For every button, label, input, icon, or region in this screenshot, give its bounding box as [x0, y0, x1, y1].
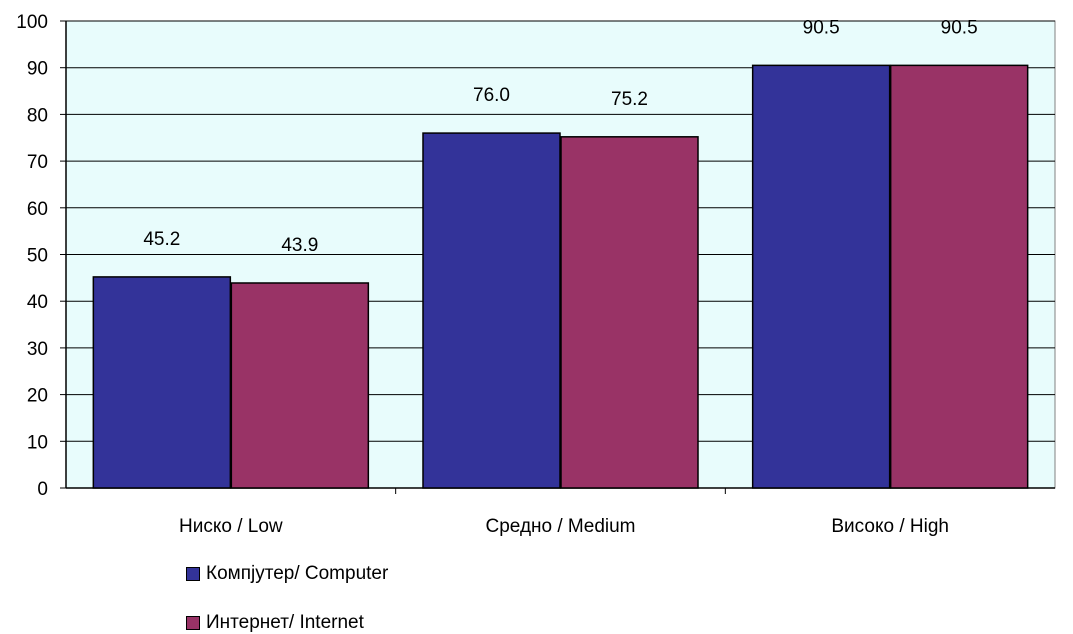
bar [751, 64, 891, 489]
data-label: 90.5 [941, 17, 978, 38]
legend-label-internet: Интернет/ Internet [206, 612, 364, 633]
y-tick-label: 70 [27, 152, 48, 173]
y-tick-label: 10 [27, 432, 48, 453]
bar [92, 276, 232, 489]
data-label: 76.0 [473, 85, 510, 106]
data-label: 43.9 [281, 235, 318, 256]
bar [560, 136, 699, 489]
bar [422, 132, 561, 489]
y-tick-label: 40 [27, 292, 48, 313]
legend-swatch-internet [186, 616, 200, 630]
y-tick-label: 80 [27, 105, 48, 126]
legend-label-computer: Компјутер/ Computer [206, 563, 389, 584]
y-tick-label: 50 [27, 246, 48, 267]
legend-item-computer: Компјутер/ Computer [186, 563, 388, 585]
x-tick-label: Средно / Medium [486, 516, 636, 537]
legend-item-internet: Интернет/ Internet [186, 612, 364, 634]
bar [230, 282, 370, 489]
data-label: 90.5 [803, 17, 840, 38]
y-tick-label: 60 [27, 199, 48, 220]
data-label: 75.2 [611, 89, 648, 110]
legend-swatch-computer [186, 567, 200, 581]
y-tick-label: 20 [27, 386, 48, 407]
y-tick-label: 0 [37, 479, 48, 500]
data-label: 45.2 [143, 229, 180, 250]
x-tick-label: Високо / High [831, 516, 949, 537]
y-tick-label: 100 [16, 12, 48, 33]
x-tick-label: Ниско / Low [179, 516, 283, 537]
bar [889, 64, 1029, 489]
y-tick-label: 30 [27, 339, 48, 360]
y-tick-label: 90 [27, 59, 48, 80]
